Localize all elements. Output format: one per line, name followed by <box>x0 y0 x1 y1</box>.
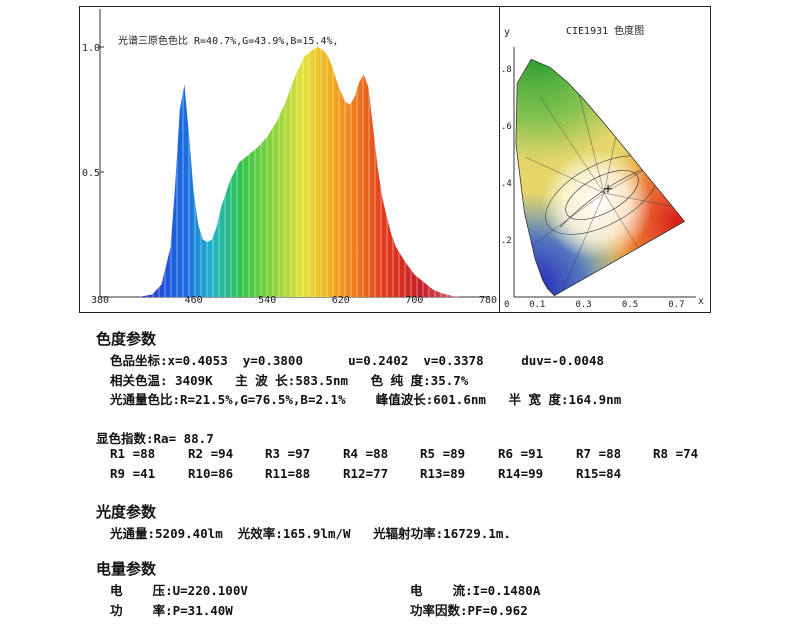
cie-y-tick: .6 <box>501 122 512 132</box>
current-value: 电 流:I=0.1480A <box>410 583 541 598</box>
voltage-value: 电 压:U=220.100V <box>110 583 248 598</box>
cie-x-tick: 0 <box>504 300 509 310</box>
cie-y-label: y <box>504 27 510 38</box>
cri-title: 显色指数:Ra= 88.7 <box>96 431 214 446</box>
chroma-line-ratio: 光通量色比:R=21.5%,G=76.5%,B=2.1% 峰值波长:601.6n… <box>110 392 622 407</box>
cri-value: R2 =94 <box>188 446 234 461</box>
chroma-section-title: 色度参数 <box>96 330 157 348</box>
cri-value: R3 =97 <box>265 446 311 461</box>
cie-x-tick: 0.1 <box>529 300 545 310</box>
photometric-section-title: 光度参数 <box>96 503 157 521</box>
cri-value: R14=99 <box>498 466 544 481</box>
spectrum-x-tick: 700 <box>405 295 423 306</box>
cri-value: R4 =88 <box>343 446 389 461</box>
spectrum-x-tick: 380 <box>91 295 109 306</box>
cri-value: R6 =91 <box>498 446 544 461</box>
cri-value: R5 =89 <box>420 446 466 461</box>
cri-value: R9 =41 <box>110 466 156 481</box>
cri-value: R12=77 <box>343 466 389 481</box>
cie-x-label: x <box>698 296 704 307</box>
cri-value: R11=88 <box>265 466 311 481</box>
spectrum-y-tick: 0.5 <box>82 168 100 179</box>
cie-x-tick: 0.3 <box>575 300 591 310</box>
cie-title: CIE1931 色度图 <box>566 24 644 37</box>
cie-svg: CIE1931 色度图 y x 0 0.1 0.3 0.5 0.7 .8 .6 .4 .2 <box>501 24 704 310</box>
spectrum-x-tick: 460 <box>185 295 203 306</box>
spectrum-title: 光谱三原色色比 R=40.7%,G=43.9%,B=15.4%, <box>118 34 339 47</box>
spectrum-y-tick: 1.0 <box>82 43 100 54</box>
cri-value: R13=89 <box>420 466 466 481</box>
cri-value: R1 =88 <box>110 446 156 461</box>
cie1931-chart: CIE1931 色度图 y x 0 0.1 0.3 0.5 0.7 .8 .6 .4 .2 <box>499 6 711 313</box>
cri-value: R7 =88 <box>576 446 622 461</box>
chroma-line-coordinates: 色品坐标:x=0.4053 y=0.3800 u=0.2402 v=0.3378… <box>110 353 605 368</box>
cie-gamut-fill <box>515 59 685 296</box>
cri-value: R10=86 <box>188 466 234 481</box>
cie-y-tick: .4 <box>501 179 512 189</box>
cie-x-tick: 0.5 <box>622 300 638 310</box>
photometric-line: 光通量:5209.40lm 光效率:165.9lm/W 光辐射功率:16729.… <box>110 526 511 541</box>
cie-measured-point <box>604 184 613 193</box>
cie-y-tick: .8 <box>501 65 512 75</box>
spectrum-x-tick: 780 <box>479 295 497 306</box>
spectrum-stripes <box>120 47 488 297</box>
cie-x-tick: 0.7 <box>668 300 684 310</box>
cie-spectral-locus <box>515 58 686 297</box>
cri-value: R8 =74 <box>653 446 699 461</box>
spectrum-x-tick: 540 <box>258 295 276 306</box>
electric-section-title: 电量参数 <box>96 560 157 578</box>
spectrum-svg: 光谱三原色色比 R=40.7%,G=43.9%,B=15.4%, 380 460 5… <box>82 9 497 306</box>
cie-y-tick: .2 <box>501 236 512 246</box>
spectrum-x-tick: 620 <box>332 295 350 306</box>
power-factor-value: 功率因数:PF=0.962 <box>410 603 528 618</box>
spectrum-chart: 光谱三原色色比 R=40.7%,G=43.9%,B=15.4%, 380 460 5… <box>79 6 501 313</box>
chroma-line-cct: 相关色温: 3409K 主 波 长:583.5nm 色 纯 度:35.7% <box>110 373 469 388</box>
cri-value: R15=84 <box>576 466 622 481</box>
power-value: 功 率:P=31.40W <box>110 603 233 618</box>
